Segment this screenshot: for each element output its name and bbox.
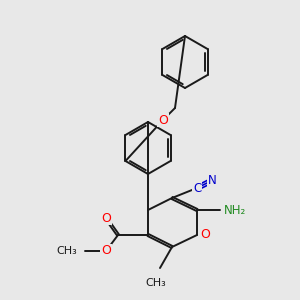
Text: O: O xyxy=(101,212,111,224)
Text: CH₃: CH₃ xyxy=(146,278,167,288)
Text: N: N xyxy=(208,175,216,188)
Text: C: C xyxy=(193,182,201,194)
Text: O: O xyxy=(158,113,168,127)
Text: O: O xyxy=(101,244,111,257)
Text: CH₃: CH₃ xyxy=(56,246,77,256)
Text: NH₂: NH₂ xyxy=(224,203,246,217)
Text: O: O xyxy=(200,229,210,242)
